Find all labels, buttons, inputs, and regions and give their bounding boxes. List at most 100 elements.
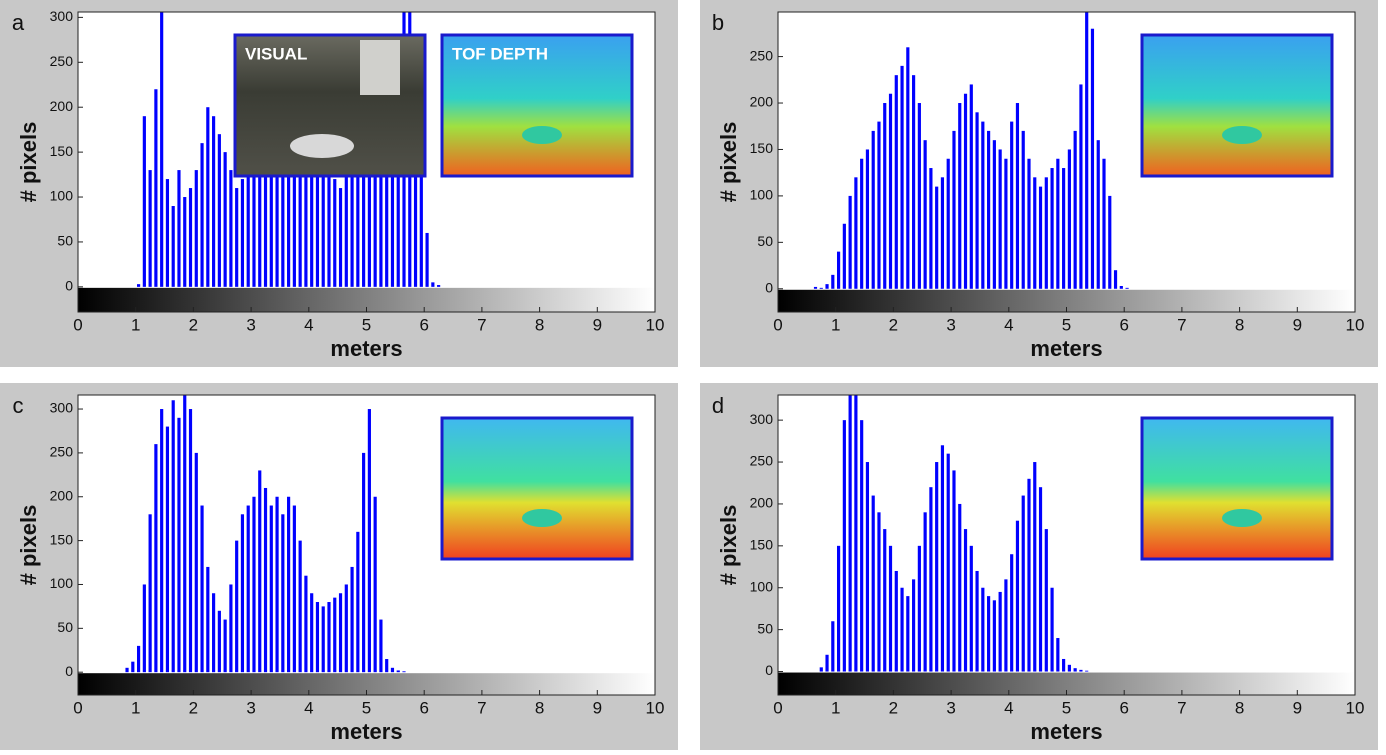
y-tick-label: 150 [50, 531, 74, 547]
bar [871, 130, 875, 289]
depth-inset [440, 416, 634, 561]
bar [1044, 529, 1048, 672]
bar [1085, 670, 1089, 672]
bar [1085, 12, 1089, 289]
x-tick-label: 10 [646, 315, 665, 334]
depth-inset [1140, 416, 1334, 561]
y-tick-label: 150 [50, 143, 74, 159]
bar [165, 179, 170, 287]
bar [1050, 168, 1054, 289]
x-tick-label: 6 [419, 698, 428, 717]
x-tick-label: 10 [1346, 315, 1365, 334]
bar [315, 602, 320, 673]
bar [298, 152, 302, 287]
bar [1033, 462, 1037, 672]
bar [281, 514, 285, 673]
bar [333, 597, 337, 673]
bar [258, 470, 262, 673]
bar [154, 89, 158, 287]
bar [269, 505, 273, 673]
x-tick-label: 4 [1004, 315, 1013, 334]
y-tick-label: 200 [50, 98, 74, 114]
bar [333, 179, 337, 287]
x-tick-label: 0 [73, 698, 82, 717]
bar [929, 168, 933, 289]
bar [252, 496, 256, 673]
bar [281, 143, 285, 287]
x-axis-label: meters [1030, 719, 1102, 744]
bar [212, 593, 216, 673]
bar [998, 591, 1002, 672]
bar [217, 134, 221, 287]
y-axis-label: # pixels [16, 505, 41, 586]
bar [350, 161, 354, 287]
inset-label: VISUAL [245, 44, 307, 63]
bar [946, 453, 950, 672]
bar [229, 584, 233, 673]
bar [385, 116, 389, 287]
inset-detail [1222, 126, 1262, 144]
x-tick-label: 1 [831, 698, 840, 717]
x-tick-label: 6 [419, 315, 428, 334]
bar [987, 596, 991, 672]
bar [894, 75, 898, 289]
y-axis-label: # pixels [16, 122, 41, 203]
bar [263, 487, 268, 673]
bar [1108, 195, 1112, 289]
bar [935, 186, 939, 289]
depth-inset [440, 33, 634, 178]
panel-label: a [12, 10, 25, 35]
bar [200, 505, 204, 673]
x-tick-label: 2 [889, 698, 898, 717]
inset-detail [1222, 509, 1262, 527]
bar [912, 75, 916, 289]
bar [981, 587, 985, 672]
x-tick-label: 1 [131, 315, 140, 334]
bar [1090, 28, 1095, 289]
x-tick-label: 3 [946, 698, 955, 717]
bar [836, 545, 841, 672]
bar [183, 395, 187, 673]
depth-inset [1140, 33, 1334, 178]
bar [258, 134, 262, 287]
bar [206, 107, 210, 287]
x-tick-label: 9 [1293, 315, 1302, 334]
bar [246, 505, 250, 673]
x-tick-label: 2 [889, 315, 898, 334]
bar [1102, 158, 1106, 289]
y-tick-label: 100 [750, 187, 774, 203]
bar [952, 470, 956, 672]
bar [1119, 285, 1123, 289]
bar [854, 177, 858, 289]
y-tick-label: 0 [65, 278, 73, 294]
y-axis-label: # pixels [716, 505, 741, 586]
x-tick-label: 9 [593, 698, 602, 717]
bar [912, 579, 916, 672]
bar [969, 84, 973, 289]
bar [825, 654, 829, 672]
bar [1027, 158, 1031, 289]
y-tick-label: 300 [750, 411, 774, 427]
bars [813, 12, 1129, 289]
y-tick-label: 50 [757, 233, 773, 249]
bar [171, 206, 175, 287]
bars [125, 395, 406, 673]
bar [223, 619, 227, 673]
x-tick-label: 0 [773, 315, 782, 334]
inset-detail [290, 134, 354, 158]
bar [142, 584, 146, 673]
bar [240, 514, 245, 673]
bar [327, 170, 331, 287]
inset-detail [522, 126, 562, 144]
x-tick-label: 3 [246, 698, 255, 717]
bar [131, 661, 135, 673]
bar [894, 570, 898, 672]
x-axis-label: meters [330, 336, 402, 361]
bar [888, 545, 893, 672]
bar [310, 170, 314, 287]
bar [160, 12, 164, 287]
bar [379, 134, 383, 287]
bar [425, 232, 429, 287]
